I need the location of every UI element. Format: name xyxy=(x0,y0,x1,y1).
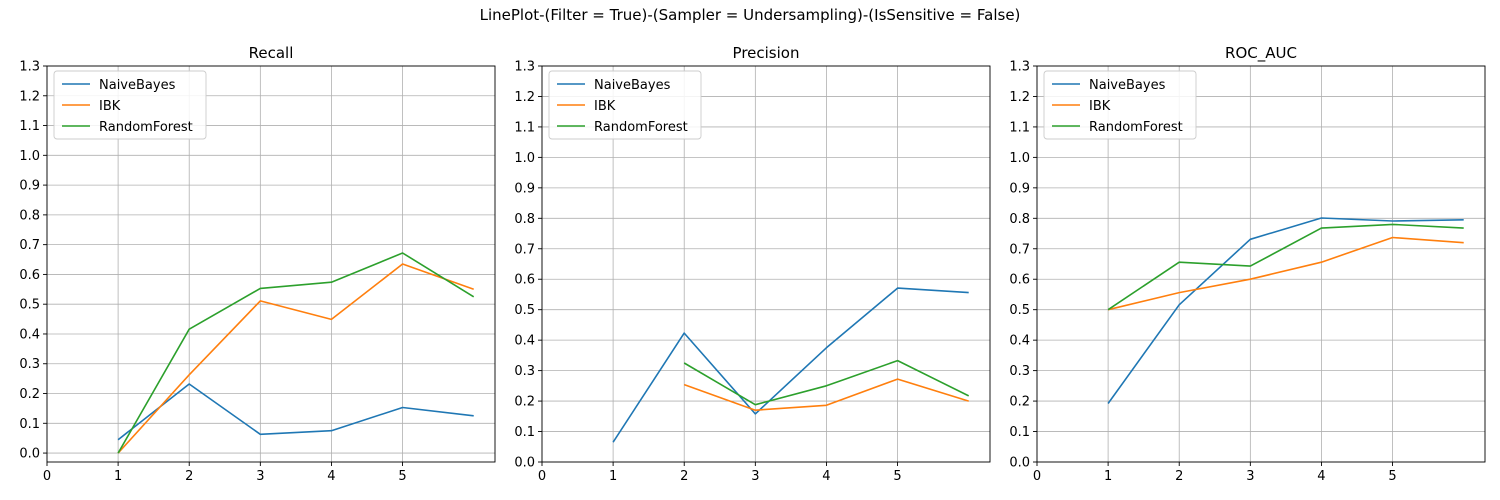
y-tick-label: 0.5 xyxy=(19,298,40,313)
legend-label-naivebayes: NaiveBayes xyxy=(594,78,671,93)
subplot-precision: 0 1 2 3 4 5 0.0 0.1 0.2 0.3 0.4 0.5 0.6 0.7 0.8 0.9 1.0 1… xyxy=(514,44,991,484)
series-line-ibk xyxy=(1107,236,1464,311)
y-tick-label: 0.6 xyxy=(514,273,535,288)
x-tick-label: 4 xyxy=(327,469,335,484)
x-tick-label: 5 xyxy=(893,469,901,484)
y-tick-label: 0.7 xyxy=(1009,242,1030,257)
y-tick-label: 0.4 xyxy=(19,327,40,342)
y-tick-label: 0.0 xyxy=(1009,456,1030,471)
figure-suptitle: LinePlot-(Filter = True)-(Sampler = Unde… xyxy=(479,6,1021,24)
y-tick-label: 0.7 xyxy=(514,242,535,257)
x-tick-label: 3 xyxy=(1246,469,1254,484)
y-tick-label: 0.5 xyxy=(514,303,535,318)
legend-label-randomforest: RandomForest xyxy=(99,120,193,135)
axes-frame xyxy=(1036,65,1486,463)
y-tick-label: 0.7 xyxy=(19,238,40,253)
y-tick-label: 1.2 xyxy=(19,89,40,104)
y-tick-label: 1.1 xyxy=(514,120,535,135)
y-tick-label: 0.1 xyxy=(19,417,40,432)
series-line-ibk xyxy=(683,378,969,412)
series-line-ibk xyxy=(117,263,474,454)
y-tick-label: 0.2 xyxy=(514,395,535,410)
legend-label-ibk: IBK xyxy=(99,99,121,114)
legend-box xyxy=(53,70,207,140)
subplot-recall: 0 1 2 3 4 5 0.0 0.1 0.2 0.3 0.4 0.5 0.6 0.7 0.8 0.9 1.0 1… xyxy=(19,44,496,484)
x-tick-label: 2 xyxy=(680,469,688,484)
y-tick-label: 0.5 xyxy=(1009,303,1030,318)
y-tick-label: 1.2 xyxy=(1009,90,1030,105)
y-tick-label: 0.3 xyxy=(514,364,535,379)
x-tick-label: 2 xyxy=(1175,469,1183,484)
y-tick-label: 0.3 xyxy=(19,357,40,372)
legend-box xyxy=(548,70,702,140)
y-tick-label: 0.9 xyxy=(1009,181,1030,196)
subplot-title: ROC_AUC xyxy=(1225,44,1297,63)
legend: NaiveBayes IBK RandomForest xyxy=(548,70,702,140)
subplot-title: Recall xyxy=(249,44,294,62)
y-tick-label: 0.6 xyxy=(1009,273,1030,288)
legend-label-ibk: IBK xyxy=(1089,99,1111,114)
legend-label-randomforest: RandomForest xyxy=(1089,120,1183,135)
legend-label-naivebayes: NaiveBayes xyxy=(1089,78,1166,93)
series-line-naivebayes xyxy=(612,287,969,443)
y-tick-label: 0.9 xyxy=(514,181,535,196)
y-tick-label: 0.8 xyxy=(1009,212,1030,227)
subplot-title: Precision xyxy=(733,44,800,62)
y-tick-label: 1.1 xyxy=(1009,120,1030,135)
y-tick-label: 1.3 xyxy=(514,60,535,75)
y-tick-label: 1.0 xyxy=(514,151,535,166)
axes-frame xyxy=(541,65,991,463)
y-tick-label: 1.3 xyxy=(1009,60,1030,75)
x-tick-label: 5 xyxy=(398,469,406,484)
x-tick-label: 0 xyxy=(43,469,51,484)
y-tick-label: 1.0 xyxy=(1009,151,1030,166)
x-tick-label: 4 xyxy=(822,469,830,484)
legend-box xyxy=(1043,70,1197,140)
y-tick-label: 0.8 xyxy=(514,212,535,227)
x-tick-label: 5 xyxy=(1388,469,1396,484)
legend-label-naivebayes: NaiveBayes xyxy=(99,78,176,93)
y-tick-label: 0.1 xyxy=(1009,425,1030,440)
y-tick-label: 1.0 xyxy=(19,149,40,164)
x-tick-label: 0 xyxy=(538,469,546,484)
subplot-roc_auc: 0 1 2 3 4 5 0.0 0.1 0.2 0.3 0.4 0.5 0.6 0.7 0.8 0.9 1.0 1… xyxy=(1009,44,1486,484)
legend: NaiveBayes IBK RandomForest xyxy=(1043,70,1197,140)
x-tick-label: 1 xyxy=(609,469,617,484)
y-tick-label: 0.4 xyxy=(1009,334,1030,349)
x-tick-label: 2 xyxy=(185,469,193,484)
series-line-randomforest xyxy=(1107,223,1464,311)
series-line-naivebayes xyxy=(117,383,474,441)
y-tick-label: 1.1 xyxy=(19,119,40,134)
x-tick-label: 1 xyxy=(1104,469,1112,484)
y-tick-label: 0.3 xyxy=(1009,364,1030,379)
axes-frame xyxy=(46,65,496,463)
y-tick-label: 0.6 xyxy=(19,268,40,283)
x-tick-label: 3 xyxy=(751,469,759,484)
series-line-naivebayes xyxy=(1107,217,1464,404)
y-tick-label: 0.1 xyxy=(514,425,535,440)
y-tick-label: 0.0 xyxy=(19,447,40,462)
y-tick-label: 0.4 xyxy=(514,334,535,349)
y-tick-label: 0.9 xyxy=(19,179,40,194)
y-tick-label: 1.2 xyxy=(514,90,535,105)
x-tick-label: 4 xyxy=(1317,469,1325,484)
x-tick-label: 1 xyxy=(114,469,122,484)
series-line-randomforest xyxy=(117,252,475,454)
y-tick-label: 0.2 xyxy=(1009,395,1030,410)
y-tick-label: 0.2 xyxy=(19,387,40,402)
legend-label-ibk: IBK xyxy=(594,99,616,114)
x-tick-label: 3 xyxy=(256,469,264,484)
legend-label-randomforest: RandomForest xyxy=(594,120,688,135)
y-tick-label: 0.8 xyxy=(19,208,40,223)
x-tick-label: 0 xyxy=(1033,469,1041,484)
legend: NaiveBayes IBK RandomForest xyxy=(53,70,207,140)
y-tick-label: 0.0 xyxy=(514,456,535,471)
y-tick-label: 1.3 xyxy=(19,60,40,75)
series-line-randomforest xyxy=(683,359,970,406)
